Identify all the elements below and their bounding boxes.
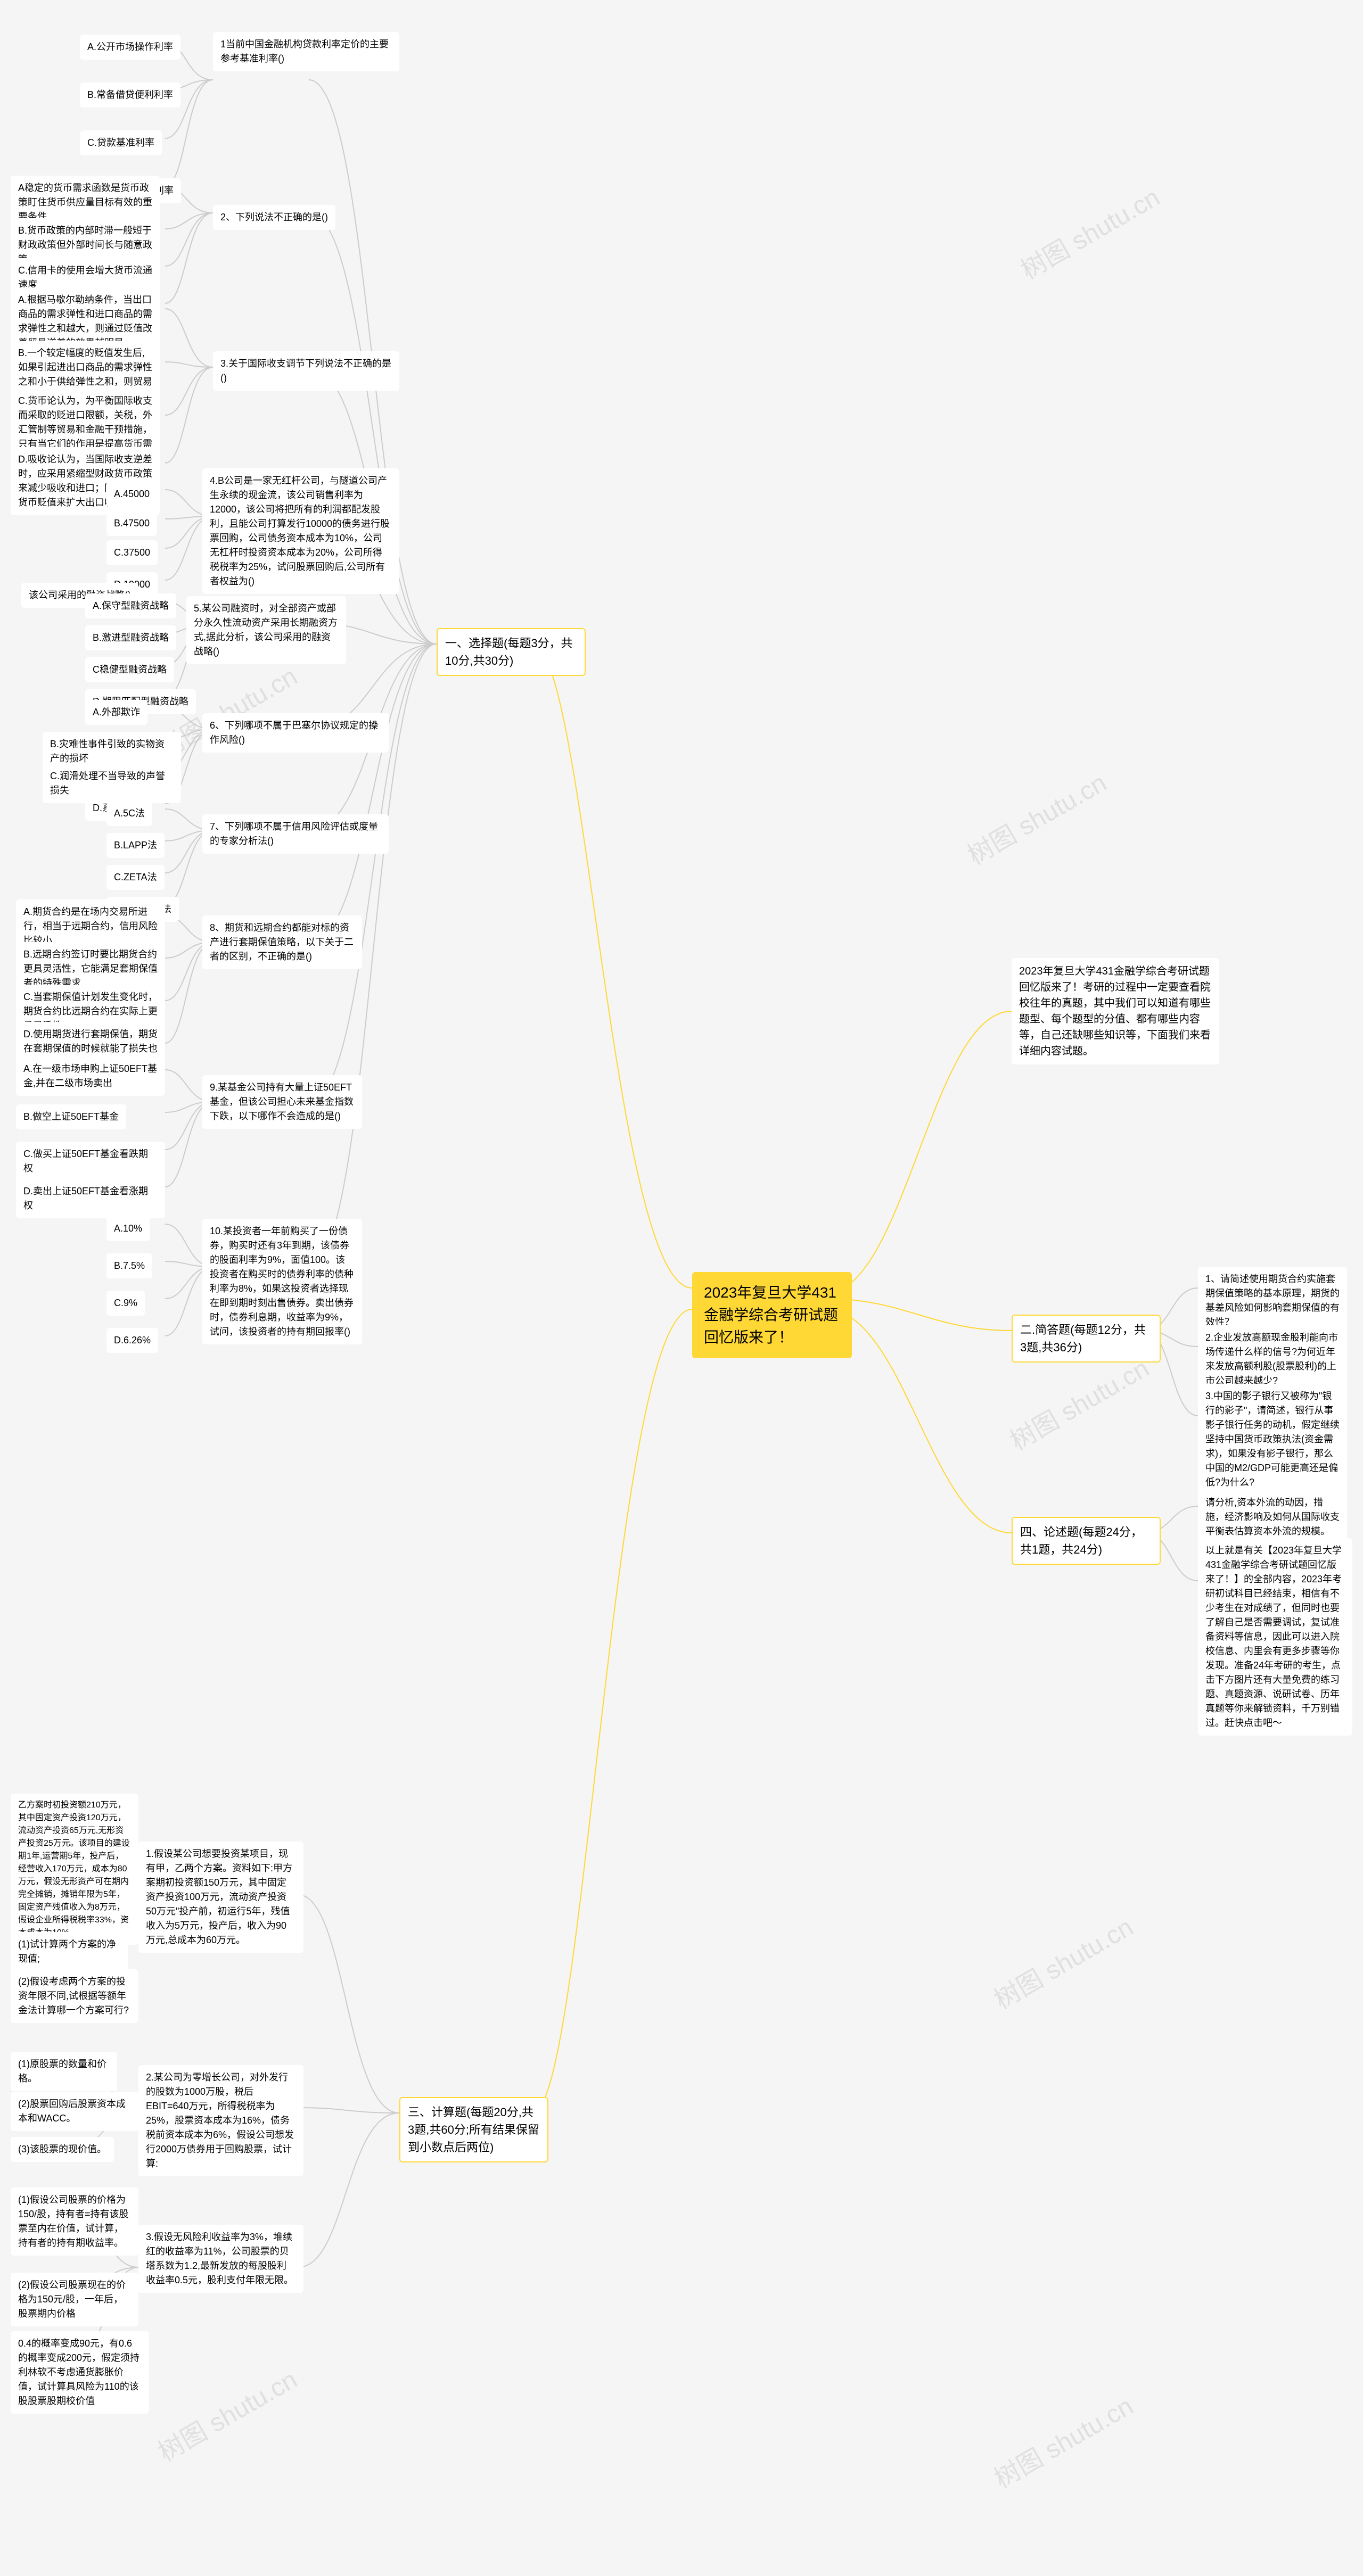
q1-a: A.公开市场操作利率: [80, 35, 180, 60]
q2-stem: 2、下列说法不正确的是(): [213, 205, 335, 230]
q7-c: C.ZETA法: [106, 865, 165, 890]
calc2-q2: (2)股票回购后股票资本成本和WACC。: [11, 2092, 138, 2131]
section-3[interactable]: 三、计算题(每题20分,共3题,共60分;所有结果保留到小数点后两位): [399, 2097, 548, 2162]
essay-1: 1、请简述使用期货合约实施套期保值策略的基本原理，期货的基差风险如何影响套期保值…: [1198, 1267, 1347, 1335]
essay-3: 3.中国的影子银行又被称为"银行的影子"，请简述，银行从事影子银行任务的动机，假…: [1198, 1384, 1347, 1495]
watermark: 树图 shutu.cn: [150, 2359, 303, 2468]
q9-a: A.在一级市场申购上证50EFT基金,并在二级市场卖出: [16, 1056, 165, 1096]
calc1-sub: 乙方案时初投资额210万元，其中固定资产投资120万元，流动资产投资65万元,无…: [11, 1794, 138, 1945]
section-1[interactable]: 一、选择题(每题3分，共10分,共30分): [437, 628, 586, 676]
q4-stem: 4.B公司是一家无红杆公司，与隧道公司产生永续的现金流，该公司销售利率为1200…: [202, 468, 399, 594]
q5-stem: 5.某公司融资时，对全部资产或部分永久性流动资产采用长期融资方式,据此分析，该公…: [186, 596, 346, 664]
watermark: 树图 shutu.cn: [986, 2385, 1139, 2495]
essay-2: 2.企业发放高额现金股利能向市场传递什么样的信号?为何近年来发放高额利股(股票股…: [1198, 1325, 1347, 1393]
q1-stem: 1当前中国金融机构贷款利率定价的主要参考基准利率(): [213, 32, 399, 71]
q9-d: D.卖出上证50EFT基金看涨期权: [16, 1179, 165, 1218]
section-2[interactable]: 二.简答题(每题12分，共3题,共36分): [1012, 1315, 1161, 1363]
q3-stem: 3.关于国际收支调节下列说法不正确的是(): [213, 351, 399, 391]
q4-b: B.47500: [106, 511, 157, 536]
q10-stem: 10.某投资者一年前购买了一份债券，购买时还有3年到期，该债券的股面利率为9%，…: [202, 1219, 362, 1344]
watermark: 树图 shutu.cn: [1013, 177, 1165, 286]
calc3-q2: (2)假设公司股票现在的价格为150元/股，一年后，股票期内价格: [11, 2273, 138, 2326]
q7-b: B.LAPP法: [106, 833, 165, 858]
calc3-stem: 3.假设无风险利收益率为3%，堆续红的收益率为11%，公司股票的贝塔系数为1.2…: [138, 2225, 303, 2293]
watermark: 树图 shutu.cn: [1002, 1348, 1155, 1457]
intro-node: 2023年复旦大学431金融学综合考研试题回忆版来了！考研的过程中一定要查看院校…: [1012, 958, 1219, 1064]
root-node[interactable]: 2023年复旦大学431金融学综合考研试题回忆版来了！: [692, 1272, 852, 1358]
watermark: 树图 shutu.cn: [986, 1906, 1139, 2016]
calc1-stem: 1.假设某公司想要投资某项目，现有甲，乙两个方案。资料如下:甲方案期初投资额15…: [138, 1842, 303, 1953]
q10-d: D.6.26%: [106, 1328, 158, 1353]
q10-c: C.9%: [106, 1291, 145, 1316]
calc2-q3: (3)该股票的现价值。: [11, 2137, 114, 2162]
q5-a: A.保守型融资战略: [85, 593, 176, 618]
q5-c: C稳健型融资战略: [85, 657, 174, 682]
discuss-note: 以上就是有关【2023年复旦大学431金融学综合考研试题回忆版来了！】的全部内容…: [1198, 1538, 1352, 1736]
watermark: 树图 shutu.cn: [959, 762, 1112, 872]
calc3-q1: (1)假设公司股票的价格为150/股，持有者=持有该股票至内在价值，试计算，持有…: [11, 2187, 138, 2256]
discuss-stem: 请分析,资本外流的动因，措施，经济影响及如何从国际收支平衡表估算资本外流的规模。: [1198, 1490, 1347, 1544]
q1-c: C.贷款基准利率: [80, 130, 162, 155]
calc3-c4: 0.4的概率变成90元，有0.6的概率变成200元，假定须持利林软不考虑通货膨胀…: [11, 2331, 149, 2414]
q9-stem: 9.某基金公司持有大量上证50EFT基金，但该公司担心未来基金指数下跌，以下哪作…: [202, 1075, 362, 1129]
calc1-q1: (1)试计算两个方案的净现值;: [11, 1932, 128, 1971]
calc1-q2: (2)假设考虑两个方案的投资年限不同,试根据等额年金法计算哪一个方案可行?: [11, 1969, 138, 2023]
section-4[interactable]: 四、论述题(每题24分，共1题，共24分): [1012, 1517, 1161, 1565]
q9-b: B.做空上证50EFT基金: [16, 1104, 126, 1129]
q7-a: A.5C法: [106, 801, 152, 826]
q4-c: C.37500: [106, 540, 158, 565]
q5-b: B.激进型融资战略: [85, 625, 176, 650]
calc2-q1: (1)原股票的数量和价格。: [11, 2052, 117, 2091]
q1-b: B.常备借贷便利利率: [80, 82, 180, 108]
q9-c: C.做买上证50EFT基金看跌期权: [16, 1142, 165, 1181]
q4-a: A.45000: [106, 482, 157, 507]
q10-a: A.10%: [106, 1216, 150, 1241]
q8-stem: 8、期货和远期合约都能对标的资产进行套期保值策略，以下关于二者的区别，不正确的是…: [202, 915, 362, 969]
q7-stem: 7、下列哪项不属于信用风险评估或度量的专家分析法(): [202, 814, 389, 854]
q10-b: B.7.5%: [106, 1253, 152, 1278]
q6-a: A.外部欺诈: [85, 700, 147, 725]
q6-stem: 6、下列哪项不属于巴塞尔协议规定的操作风险(): [202, 713, 389, 753]
calc2-stem: 2.某公司为零增长公司，对外发行的股数为1000万股，税后EBIT=640万元，…: [138, 2065, 303, 2176]
